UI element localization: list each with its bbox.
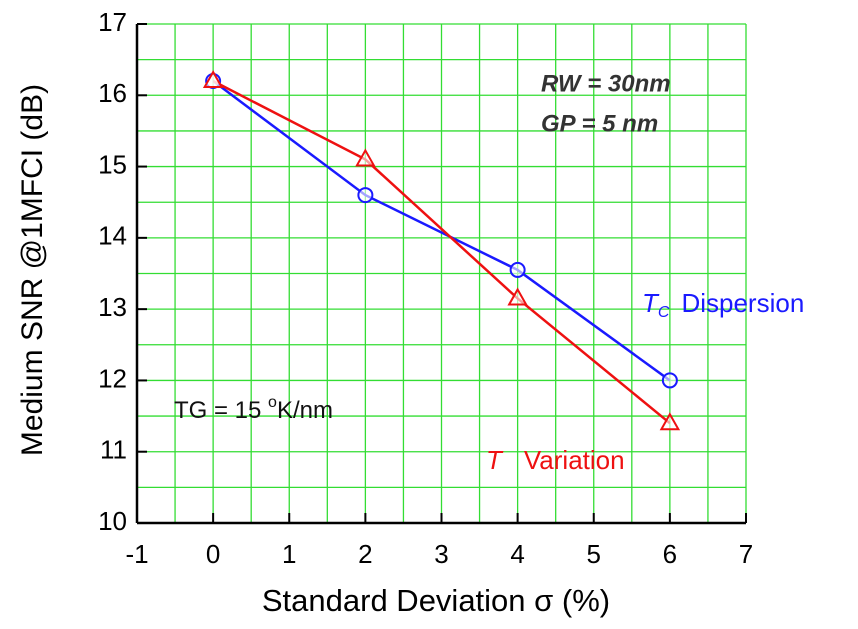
y-tick-label: 12 — [98, 363, 127, 393]
marker — [357, 187, 374, 204]
y-tick-label: 14 — [98, 221, 127, 251]
legend-entry: TC Dispersion — [642, 288, 804, 321]
x-tick-label: 3 — [434, 539, 448, 569]
x-tick-label: 4 — [510, 539, 524, 569]
x-tick-label: 5 — [587, 539, 601, 569]
y-tick-label: 10 — [98, 506, 127, 536]
x-tick-label: -1 — [125, 539, 148, 569]
annotation: TG = 15 oK/nm — [174, 394, 333, 424]
y-tick-label: 16 — [98, 78, 127, 108]
y-axis-label: Medium SNR @1MFCI (dB) — [16, 84, 49, 456]
y-tick-label: 15 — [98, 149, 127, 179]
annotation: GP = 5 nm — [541, 110, 658, 137]
series-line — [212, 79, 671, 425]
marker — [202, 70, 224, 89]
y-tick-label: 13 — [98, 292, 127, 322]
series-line — [212, 80, 671, 382]
x-tick-label: 6 — [663, 539, 677, 569]
legend-symbol: T — [486, 445, 504, 475]
x-tick-label: 1 — [282, 539, 296, 569]
x-tick-label: 2 — [358, 539, 372, 569]
legend-name: Dispersion — [681, 288, 804, 318]
legend-subscript: C — [658, 304, 670, 321]
x-tick-label: 0 — [206, 539, 220, 569]
annotation-part: TG = 15 — [174, 397, 268, 424]
legend-name: Variation — [524, 445, 625, 475]
y-tick-label: 17 — [98, 7, 127, 37]
marker — [355, 148, 376, 167]
marker — [661, 372, 678, 389]
x-tick-label: 7 — [739, 539, 753, 569]
x-axis-label: Standard Deviation σ (%) — [262, 583, 610, 618]
legend-entry: T Variation — [486, 445, 625, 475]
marker — [659, 412, 681, 431]
marker — [507, 287, 528, 306]
annotation-part: o — [268, 394, 277, 411]
annotation: RW = 30nm — [541, 70, 671, 97]
marker — [509, 261, 526, 278]
y-tick-label: 11 — [100, 435, 127, 465]
annotation-part: K/nm — [277, 397, 333, 424]
legend-symbol: T — [642, 288, 660, 318]
